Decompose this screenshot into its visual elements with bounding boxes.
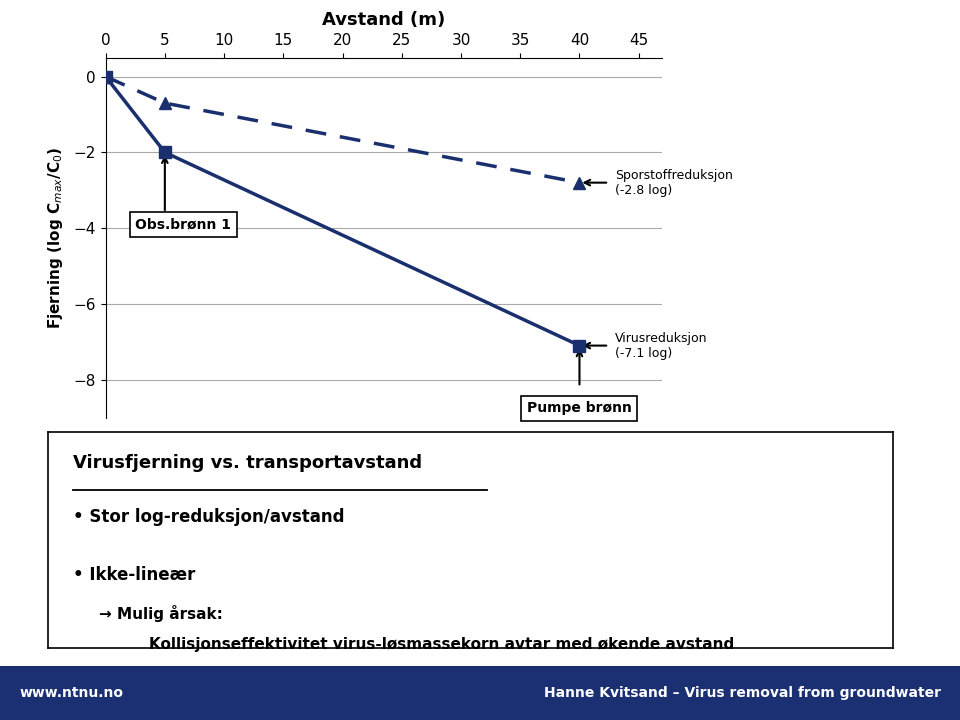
Text: Pumpe brønn: Pumpe brønn <box>527 401 632 415</box>
Text: Obs.brønn 1: Obs.brønn 1 <box>135 217 231 231</box>
Y-axis label: Fjerning (log C$_{max}$/C$_0$): Fjerning (log C$_{max}$/C$_0$) <box>46 146 65 329</box>
Text: • Ikke-lineær: • Ikke-lineær <box>73 566 196 584</box>
Text: → Mulig årsak:: → Mulig årsak: <box>99 605 223 622</box>
Text: Sporstoffreduksjon
(-2.8 log): Sporstoffreduksjon (-2.8 log) <box>615 168 732 197</box>
Text: Virusreduksjon
(-7.1 log): Virusreduksjon (-7.1 log) <box>615 332 708 359</box>
Text: • Stor log-reduksjon/avstand: • Stor log-reduksjon/avstand <box>73 508 345 526</box>
Text: www.ntnu.no: www.ntnu.no <box>19 686 123 700</box>
Text: Virusfjerning vs. transportavstand: Virusfjerning vs. transportavstand <box>73 454 422 472</box>
Text: Kollisjonseffektivitet virus-løsmassekorn avtar med økende avstand: Kollisjonseffektivitet virus-løsmassekor… <box>150 637 734 652</box>
Text: Hanne Kvitsand – Virus removal from groundwater: Hanne Kvitsand – Virus removal from grou… <box>543 686 941 700</box>
X-axis label: Avstand (m): Avstand (m) <box>323 11 445 29</box>
